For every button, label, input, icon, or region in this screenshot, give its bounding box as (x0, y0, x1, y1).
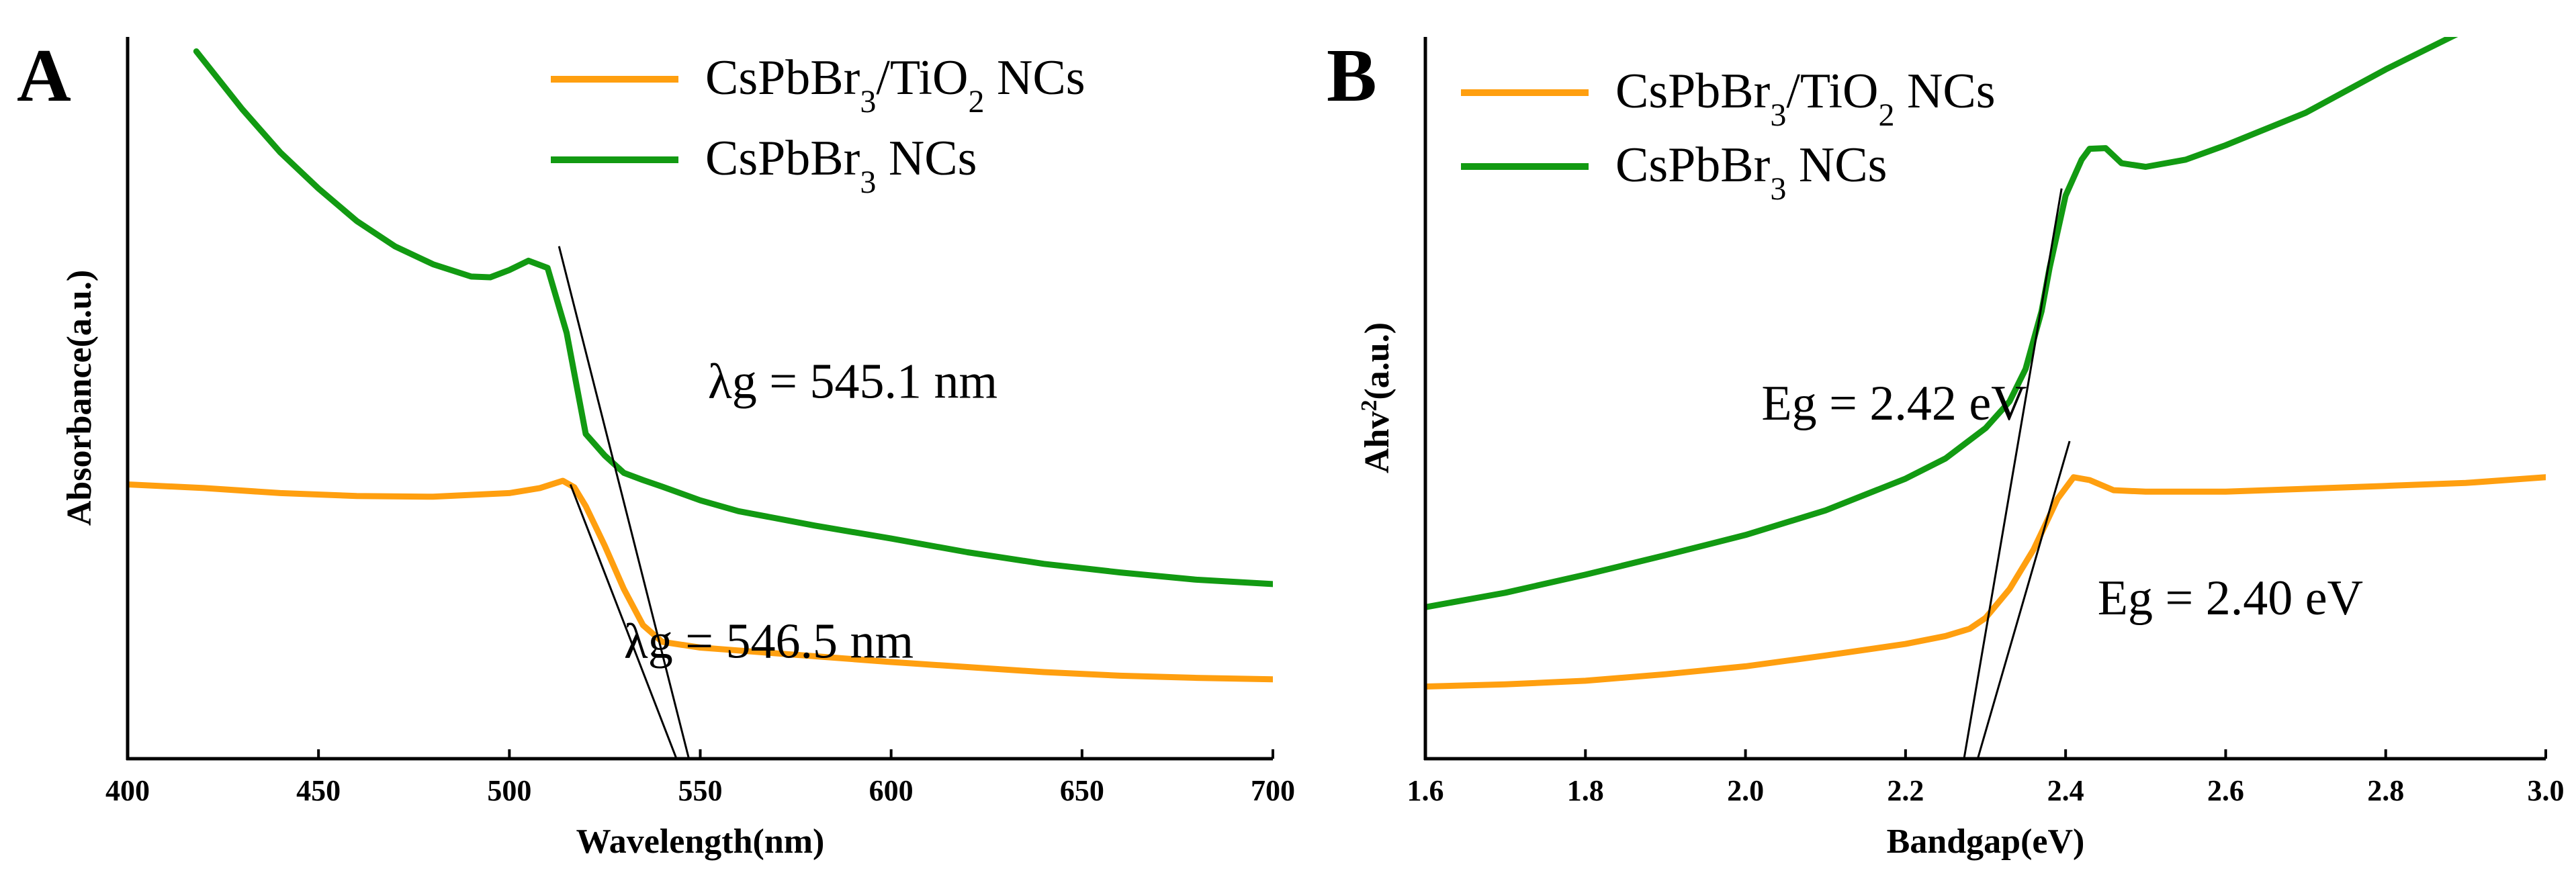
plot-area (1425, 37, 2546, 759)
panel-a: A 400 450 500 550 600 650 700 Wavelength(nm) Abso… (17, 34, 1295, 861)
y-axis-title: Absorbance(a.u.) (60, 270, 99, 526)
legend-subscript: 3 (1770, 97, 1786, 133)
annotation-2: Eg = 2.40 eV (2098, 571, 2363, 626)
legend-subscript: 3 (860, 164, 876, 200)
plot-area (128, 48, 1273, 759)
legend-text-part: NCs (1894, 64, 1995, 119)
x-axis-title: Bandgap(eV) (1887, 822, 2085, 861)
x-tick-label: 650 (1060, 774, 1104, 807)
legend-text-part: NCs (876, 131, 977, 186)
legend-subscript: 3 (860, 84, 876, 120)
panel-b: B1.6 1.8 2.0 2.2 2.4 2.6 2.8 3.0Bandgap(eV)Ahv2… (1327, 34, 2565, 861)
legend-label-1: CsPbBr3/TiO2 NCs (705, 50, 1085, 120)
annotation-2: λg = 546.5 nm (624, 614, 914, 669)
legend-text-part: NCs (1786, 138, 1887, 193)
y-axis-title-sup: 2 (1357, 400, 1382, 412)
legend-subscript: 2 (968, 84, 984, 120)
legend-subscript: 2 (1878, 97, 1894, 133)
x-tick-label: 2.4 (2047, 774, 2084, 807)
x-tick-label: 450 (296, 774, 341, 807)
tangent-line-2 (1963, 188, 2063, 759)
legend-text-part: CsPbBr (1615, 64, 1770, 119)
tangent-line-1 (1976, 440, 2071, 759)
series-line-tio2 (1425, 474, 2546, 690)
x-tick-label: 2.6 (2207, 774, 2244, 807)
annotation-1: λg = 545.1 nm (708, 355, 997, 410)
y-axis-title-tail: (a.u.) (1358, 322, 1396, 400)
series-line-pristine (193, 48, 1273, 587)
panel-letter: B (1327, 34, 1377, 117)
legend-text-part: CsPbBr (705, 131, 860, 186)
y-axis-title-main: Ahv (1358, 412, 1396, 473)
x-tick-label: 600 (869, 774, 914, 807)
panel-letter: A (17, 34, 71, 117)
x-tick-label: 400 (105, 774, 150, 807)
tangent-line-1 (558, 246, 691, 759)
annotation-1: Eg = 2.42 eV (1761, 376, 2027, 431)
legend-label-2: CsPbBr3 NCs (705, 131, 977, 200)
legend-subscript: 3 (1770, 171, 1786, 207)
legend-text-part: /TiO (876, 50, 968, 105)
x-tick-label: 2.8 (2367, 774, 2404, 807)
x-tick-label: 500 (487, 774, 531, 807)
series-line-pristine (1425, 37, 2458, 610)
legend-label-1: CsPbBr3/TiO2 NCs (1615, 64, 1996, 133)
x-tick-label: 700 (1251, 774, 1295, 807)
x-tick-label: 550 (678, 774, 723, 807)
x-tick-label: 1.8 (1567, 774, 1604, 807)
x-tick-label: 2.2 (1887, 774, 1924, 807)
legend-label-2: CsPbBr3 NCs (1615, 138, 1887, 207)
x-tick-label: 3.0 (2528, 774, 2565, 807)
series-line-tio2 (128, 477, 1273, 683)
y-axis-title: Ahv2(a.u.) (1357, 322, 1397, 473)
x-tick-label: 2.0 (1727, 774, 1764, 807)
tangent-line-2 (569, 483, 678, 759)
legend-text-part: CsPbBr (1615, 138, 1770, 193)
legend-text-part: NCs (984, 50, 1085, 105)
x-axis-title: Wavelength(nm) (576, 822, 825, 861)
legend-text-part: /TiO (1786, 64, 1878, 119)
x-tick-label: 1.6 (1407, 774, 1444, 807)
legend-text-part: CsPbBr (705, 50, 860, 105)
